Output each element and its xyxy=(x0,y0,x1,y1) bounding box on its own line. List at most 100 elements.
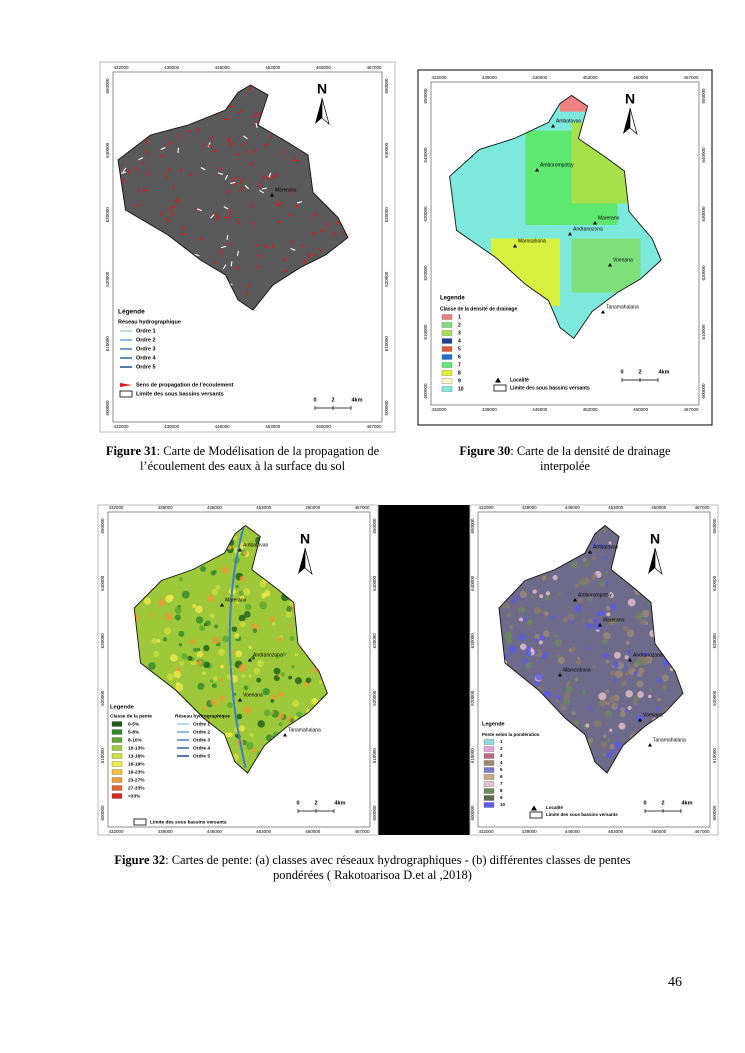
flow-arrow xyxy=(196,208,203,212)
x-tick-label: 453000 xyxy=(265,65,281,70)
texture-dot xyxy=(196,659,203,666)
texture-dot xyxy=(604,555,608,560)
texture-dot xyxy=(241,674,246,679)
legend-label: 9 xyxy=(500,795,503,800)
locality-label: Marosahona xyxy=(563,667,591,673)
texture-dot xyxy=(238,663,247,672)
locality-label: Marerano xyxy=(603,617,625,623)
texture-dot xyxy=(195,605,203,614)
x-tick-label: 467000 xyxy=(366,424,382,429)
flow-arrow xyxy=(336,221,342,226)
texture-dot xyxy=(585,723,590,728)
x-tick-label: 453000 xyxy=(256,505,272,510)
texture-dot xyxy=(264,590,271,597)
texture-dot xyxy=(508,645,517,654)
y-tick-label: 610000 xyxy=(384,336,389,352)
texture-dot xyxy=(604,571,609,575)
texture-dot xyxy=(586,646,591,651)
texture-dot xyxy=(263,709,271,717)
flow-arrow xyxy=(210,214,215,219)
texture-dot xyxy=(238,590,244,596)
texture-dot xyxy=(518,633,526,641)
x-tick-label: 467000 xyxy=(683,407,699,412)
scale-label: 0 xyxy=(643,800,646,806)
texture-dot xyxy=(251,656,256,660)
texture-dot xyxy=(210,698,218,706)
flow-arrow xyxy=(248,85,253,91)
map-frame xyxy=(112,71,383,423)
texture-dot xyxy=(577,656,581,660)
texture-dot xyxy=(602,752,607,757)
x-tick-label: 439000 xyxy=(164,65,180,70)
legend-title: Legende xyxy=(110,705,135,711)
texture-dot xyxy=(192,604,197,608)
flow-arrow xyxy=(144,150,149,155)
x-tick-label: 460000 xyxy=(633,75,649,80)
flow-arrow xyxy=(303,259,307,265)
flow-arrow xyxy=(264,244,269,249)
legend-swatch xyxy=(111,769,123,775)
x-tick-label: 432000 xyxy=(113,424,129,429)
x-tick-label: 467000 xyxy=(354,829,370,834)
texture-dot xyxy=(557,656,565,664)
legend-label: Ordre 3 xyxy=(136,346,156,352)
y-tick-label: 650000 xyxy=(105,78,110,94)
texture-dot xyxy=(271,621,276,626)
texture-dot xyxy=(573,719,580,726)
texture-dot xyxy=(606,738,611,742)
y-tick-label: 610000 xyxy=(423,324,428,340)
flow-arrow xyxy=(198,237,204,241)
scale-label: 2 xyxy=(638,369,641,375)
locality-marker xyxy=(601,310,605,314)
flow-arrow xyxy=(122,178,126,184)
texture-dot xyxy=(627,705,632,711)
locality-label: Amborompotsy xyxy=(578,592,612,598)
flow-arrow xyxy=(223,206,229,210)
legend-heading: Classe de la densité de drainage xyxy=(440,306,517,312)
map-frame xyxy=(107,511,371,828)
texture-dot xyxy=(243,685,249,691)
texture-dot xyxy=(179,661,185,666)
texture-dot xyxy=(235,650,243,658)
texture-dot xyxy=(593,720,602,728)
texture-dot xyxy=(504,631,513,640)
legend-label: 4 xyxy=(500,760,503,765)
locality-marker xyxy=(535,168,539,172)
x-tick-label: 460000 xyxy=(651,505,667,510)
north-arrow xyxy=(315,98,322,124)
texture-dot xyxy=(539,594,544,599)
texture-dot xyxy=(620,680,627,687)
y-tick-label: 600000 xyxy=(712,805,717,821)
legend-label: Limite des sous bassins versants xyxy=(136,391,224,397)
texture-dot xyxy=(506,605,510,609)
texture-dot xyxy=(605,605,611,611)
y-tick-label: 620000 xyxy=(372,690,377,706)
texture-dot xyxy=(203,645,210,652)
locality-label: Andranozona xyxy=(253,652,283,658)
texture-dot xyxy=(562,698,570,706)
texture-dot xyxy=(539,634,546,641)
legend-heading: Réseau hydrographique xyxy=(118,319,181,325)
legend-heading: Pente selon la pondération xyxy=(482,732,540,737)
north-label: N xyxy=(625,91,635,107)
north-arrow xyxy=(298,548,305,574)
x-tick-label: 446000 xyxy=(532,407,548,412)
legend-swatch xyxy=(441,338,453,344)
flow-arrow xyxy=(235,219,240,224)
legend-label: 1 xyxy=(500,739,503,744)
flow-arrow xyxy=(256,264,262,269)
texture-dot xyxy=(273,667,281,675)
texture-dot xyxy=(234,599,240,605)
flow-arrow xyxy=(251,221,257,226)
x-tick-label: 446000 xyxy=(565,829,581,834)
scale-label: 2 xyxy=(314,800,317,806)
locality-label: Marerano xyxy=(275,187,297,193)
locality-label: Tanamahalana xyxy=(653,737,686,743)
flow-arrow xyxy=(180,232,186,236)
locality-label: Andranozona xyxy=(633,652,663,658)
texture-dot xyxy=(506,613,512,618)
legend-swatch xyxy=(483,753,495,759)
texture-dot xyxy=(636,680,644,688)
black-band xyxy=(378,505,470,835)
